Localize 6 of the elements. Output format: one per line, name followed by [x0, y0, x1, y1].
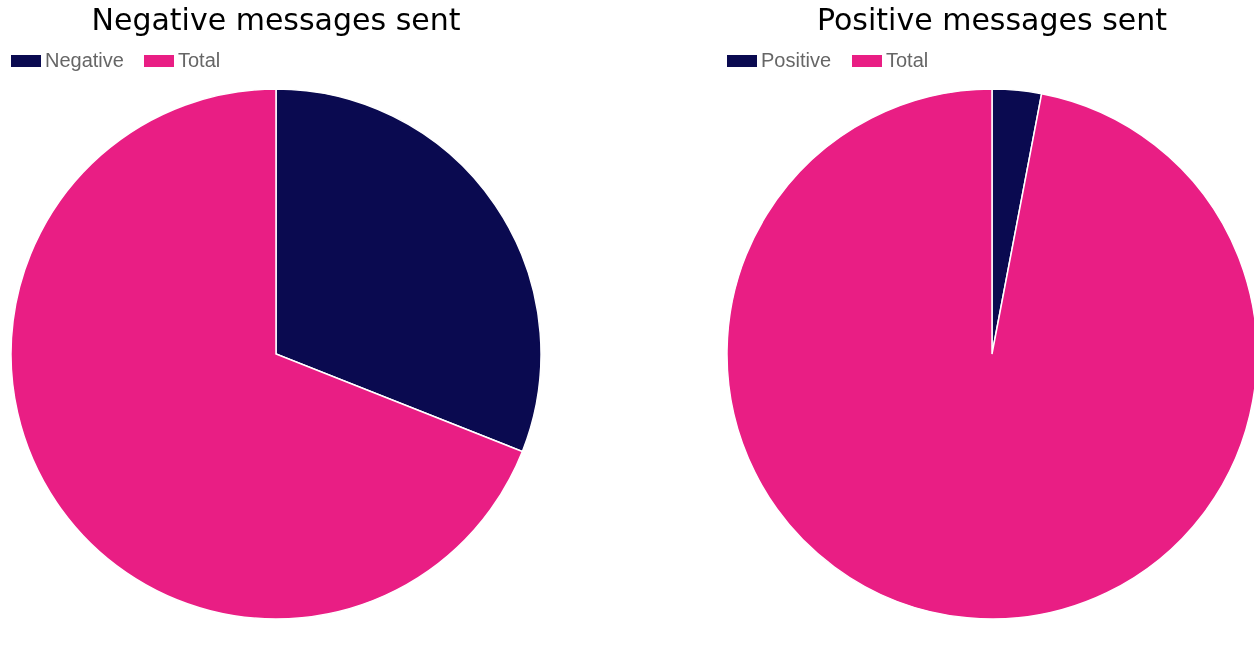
chart-title: Negative messages sent: [91, 2, 461, 37]
legend-label: Negative: [45, 49, 124, 71]
legend-label: Positive: [761, 49, 832, 71]
legend-label: Total: [178, 49, 221, 71]
legend-label: Total: [886, 49, 929, 71]
chart-title: Positive messages sent: [816, 2, 1168, 37]
